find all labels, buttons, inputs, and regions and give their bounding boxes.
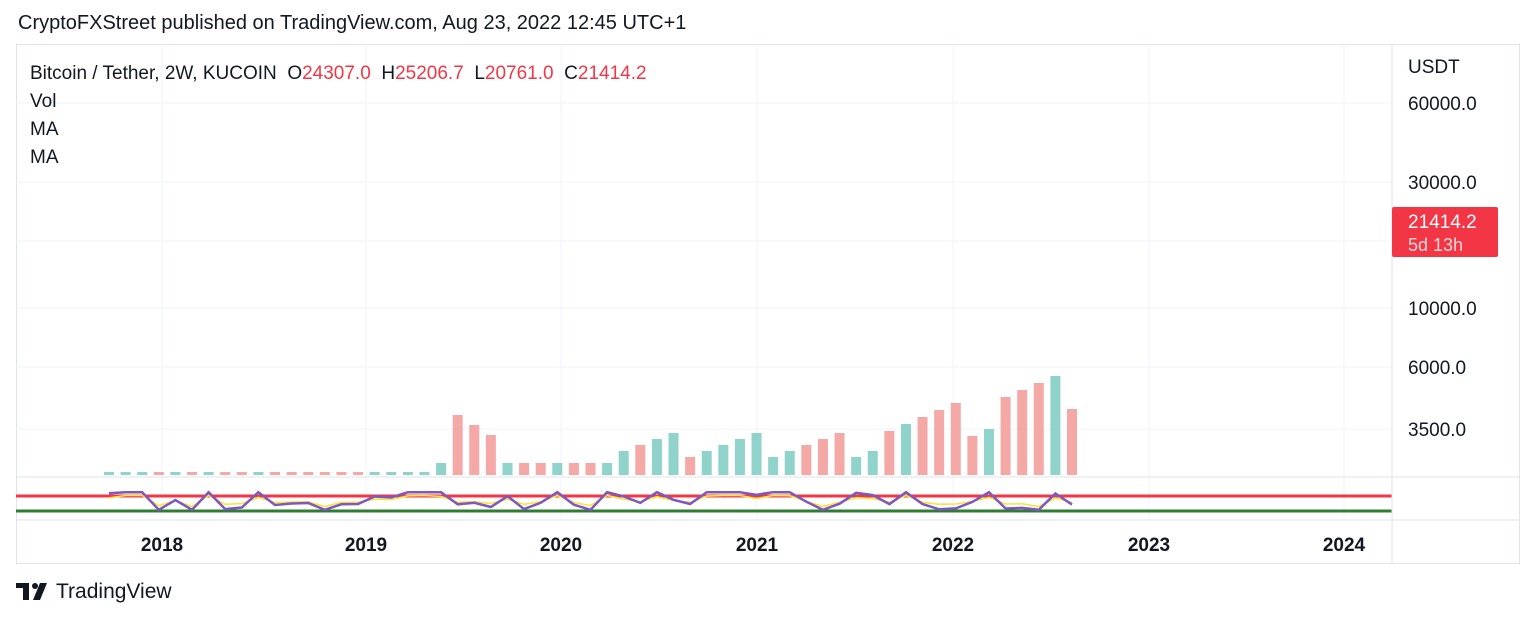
time-tick: 2024 (1323, 535, 1366, 556)
volume-bar (137, 472, 148, 475)
last-price-badge (1392, 207, 1498, 257)
volume-bar (253, 472, 264, 475)
chart-frame[interactable] (16, 44, 1520, 564)
volume-bar (286, 472, 297, 475)
volume-bar (469, 425, 480, 475)
open-label: O (287, 63, 303, 84)
price-axis-currency: USDT (1408, 57, 1460, 78)
volume-bar (651, 439, 662, 475)
volume-bar (519, 463, 530, 475)
volume-bar (950, 403, 961, 475)
ma-indicator-label-2[interactable]: MA (30, 147, 59, 168)
volume-bar (153, 472, 164, 475)
volume-bar (170, 472, 181, 475)
volume-bar (369, 472, 380, 475)
high-value: 25206.7 (395, 63, 464, 84)
price-tick: 3500.0 (1408, 420, 1466, 441)
volume-bar (900, 424, 911, 475)
volume-bar (867, 451, 878, 475)
volume-bar (187, 472, 198, 475)
volume-bar (1000, 397, 1011, 475)
volume-bar (668, 433, 679, 475)
volume-bar (602, 463, 613, 475)
volume-bar (967, 436, 978, 475)
volume-bar (784, 451, 795, 475)
volume-bar (934, 410, 945, 475)
price-tick: 60000.0 (1408, 94, 1477, 115)
volume-bar (303, 472, 314, 475)
volume-bar (319, 472, 330, 475)
low-value: 20761.0 (484, 63, 554, 84)
volume-bar (452, 415, 463, 475)
volume-bar (701, 451, 712, 475)
volume-bar (220, 472, 231, 475)
volume-bar (120, 472, 131, 475)
volume-bar (552, 463, 563, 475)
volume-bar (618, 451, 629, 475)
price-tick: 10000.0 (1408, 299, 1477, 320)
rsi-pane (16, 490, 1392, 513)
volume-bar (568, 463, 579, 475)
volume-bar (104, 472, 114, 475)
vol-indicator-label[interactable]: Vol (30, 91, 57, 112)
volume-bar (502, 463, 513, 475)
volume-bar (436, 463, 447, 475)
volume-bar (336, 472, 347, 475)
low-label: L (474, 63, 485, 84)
volume-bar (734, 439, 745, 475)
time-tick: 2019 (345, 535, 387, 556)
tradingview-logo-icon[interactable] (16, 583, 50, 601)
close-label: C (564, 63, 578, 84)
volume-bar (983, 429, 994, 475)
volume-bar (1050, 376, 1061, 475)
volume-bars (104, 376, 1077, 475)
high-label: H (381, 63, 396, 84)
countdown-label: 5d 13h (1408, 235, 1463, 255)
volume-bar (884, 431, 895, 475)
volume-bar (1017, 390, 1028, 475)
volume-bar (768, 457, 779, 475)
volume-bar (751, 433, 762, 475)
close-value: 21414.2 (577, 63, 647, 84)
volume-bar (917, 417, 928, 475)
open-value: 24307.0 (302, 63, 371, 84)
volume-bar (851, 457, 862, 475)
volume-bar (419, 472, 430, 475)
volume-bar (236, 472, 247, 475)
last-price-label: 21414.2 (1408, 212, 1477, 233)
time-tick: 2023 (1128, 535, 1170, 556)
volume-bar (485, 435, 496, 475)
volume-bar (635, 445, 646, 475)
time-tick: 2021 (736, 535, 779, 556)
published-header: CryptoFXStreet published on TradingView.… (18, 12, 687, 34)
time-tick: 2022 (932, 535, 974, 556)
volume-bar (1033, 383, 1044, 475)
volume-bar (270, 472, 281, 475)
volume-bar (585, 463, 596, 475)
volume-bar (203, 472, 214, 475)
volume-bar (386, 472, 397, 475)
volume-bar (1067, 409, 1077, 475)
ma-indicator-label[interactable]: MA (30, 119, 59, 140)
time-tick: 2020 (540, 535, 582, 556)
volume-bar (685, 457, 696, 475)
rsi-line (108, 490, 1073, 512)
time-tick: 2018 (141, 535, 183, 556)
volume-bar (535, 463, 546, 475)
tradingview-brand[interactable]: TradingView (56, 580, 172, 603)
volume-bar (353, 472, 364, 475)
price-tick: 6000.0 (1408, 358, 1466, 379)
volume-bar (834, 433, 845, 475)
volume-bar (817, 439, 828, 475)
chart-legend: Bitcoin / Tether, 2W, KUCOIN O24307.0 H2… (30, 60, 647, 172)
symbol-label[interactable]: Bitcoin / Tether, 2W, KUCOIN (30, 63, 277, 84)
price-tick: 30000.0 (1408, 173, 1477, 194)
volume-bar (402, 472, 413, 475)
volume-bar (718, 445, 729, 475)
footer: TradingView (16, 580, 172, 604)
volume-bar (801, 445, 812, 475)
